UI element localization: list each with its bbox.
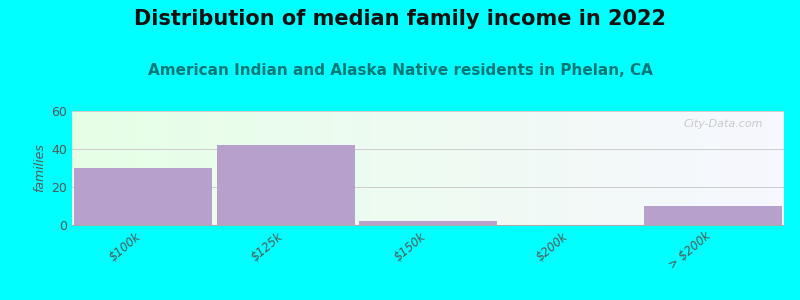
Text: City-Data.com: City-Data.com bbox=[683, 119, 762, 129]
Bar bbox=[644, 206, 782, 225]
Text: American Indian and Alaska Native residents in Phelan, CA: American Indian and Alaska Native reside… bbox=[147, 63, 653, 78]
Y-axis label: families: families bbox=[33, 144, 46, 192]
Bar bbox=[217, 145, 354, 225]
Bar bbox=[74, 168, 212, 225]
Bar bbox=[359, 221, 497, 225]
Text: Distribution of median family income in 2022: Distribution of median family income in … bbox=[134, 9, 666, 29]
